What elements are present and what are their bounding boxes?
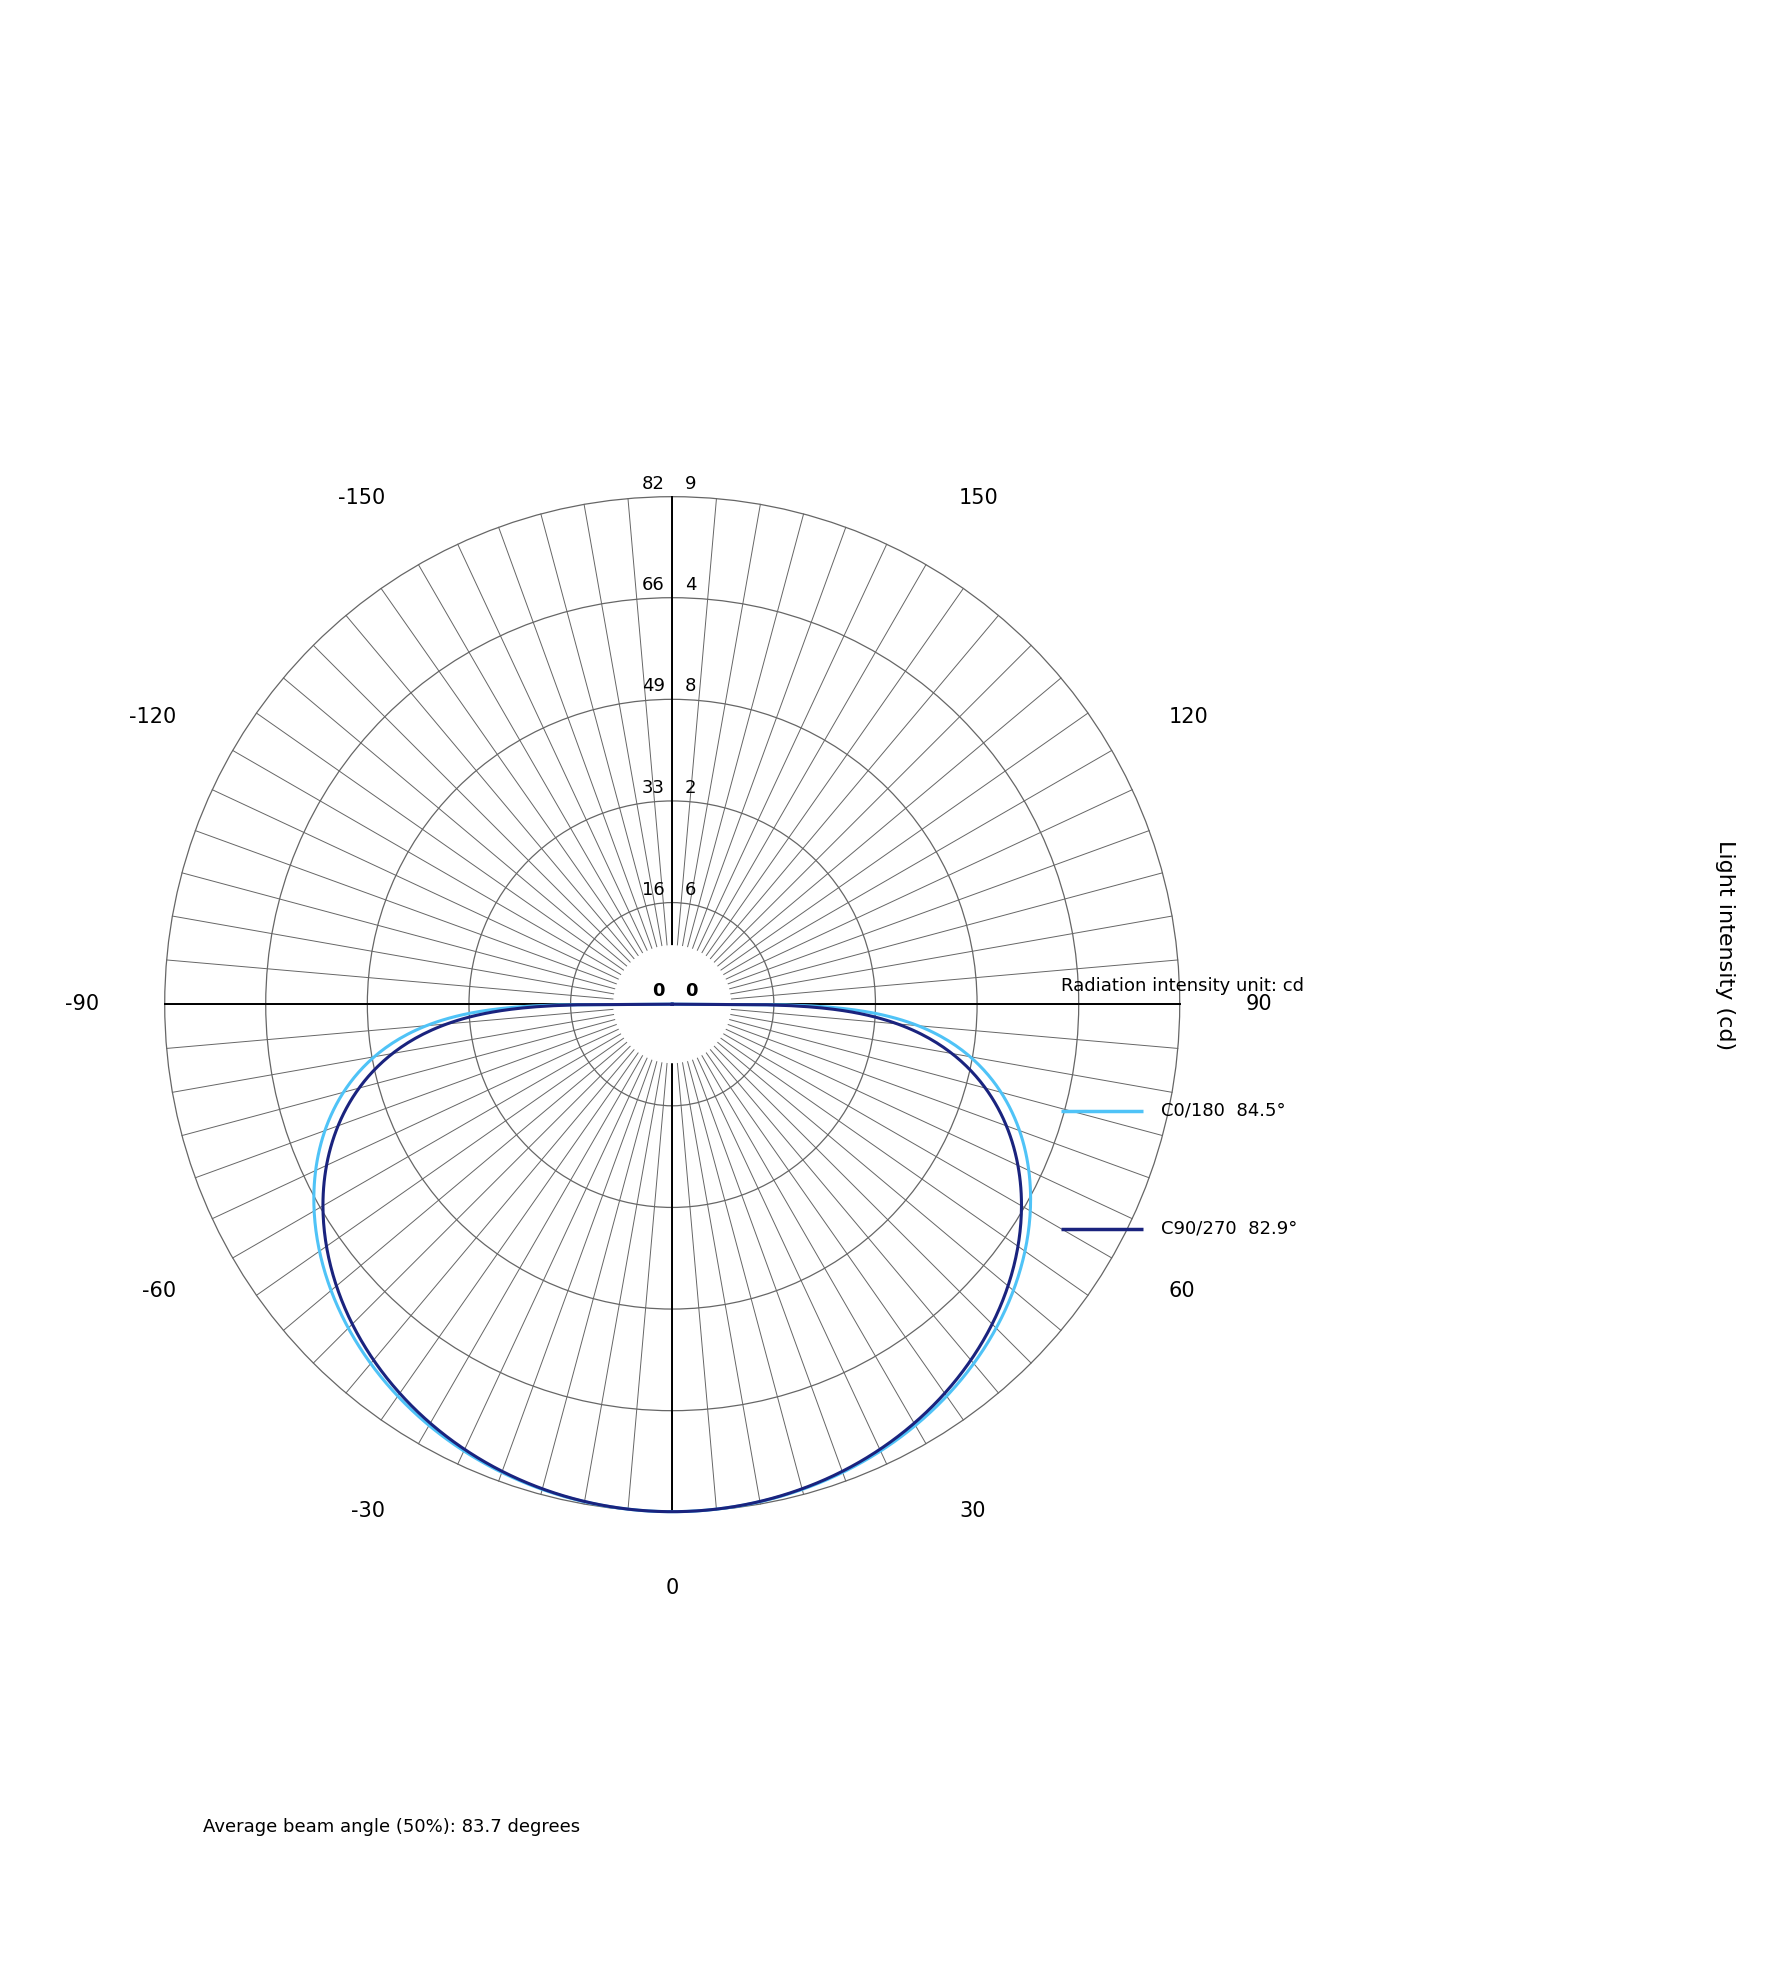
Text: 8: 8 — [685, 677, 697, 695]
Text: 150: 150 — [959, 488, 999, 508]
Text: 82: 82 — [642, 475, 665, 492]
Text: 0: 0 — [685, 983, 697, 1000]
Text: 33: 33 — [642, 780, 665, 797]
Text: 60: 60 — [1169, 1282, 1196, 1302]
Text: -150: -150 — [338, 488, 386, 508]
Text: Average beam angle (50%): 83.7 degrees: Average beam angle (50%): 83.7 degrees — [203, 1817, 580, 1837]
Text: 0: 0 — [665, 1577, 679, 1597]
Text: 49: 49 — [642, 677, 665, 695]
Text: 30: 30 — [959, 1500, 985, 1520]
Text: -90: -90 — [65, 994, 99, 1014]
Text: C90/270  82.9°: C90/270 82.9° — [1160, 1219, 1297, 1239]
Text: 120: 120 — [1169, 707, 1208, 727]
Text: Light intensity (cd): Light intensity (cd) — [1714, 841, 1735, 1049]
Circle shape — [614, 945, 731, 1063]
Text: 6: 6 — [685, 880, 697, 898]
Text: Radiation intensity unit: cd: Radiation intensity unit: cd — [1061, 977, 1304, 994]
Text: 2: 2 — [685, 780, 697, 797]
Text: -60: -60 — [142, 1282, 175, 1302]
Text: 4: 4 — [685, 575, 697, 593]
Text: -30: -30 — [352, 1500, 386, 1520]
Text: 0: 0 — [653, 983, 665, 1000]
Text: 66: 66 — [642, 575, 665, 593]
Text: 9: 9 — [685, 475, 697, 492]
Text: -120: -120 — [129, 707, 175, 727]
Text: C0/180  84.5°: C0/180 84.5° — [1160, 1101, 1286, 1120]
Text: 16: 16 — [642, 880, 665, 898]
Text: 90: 90 — [1245, 994, 1272, 1014]
